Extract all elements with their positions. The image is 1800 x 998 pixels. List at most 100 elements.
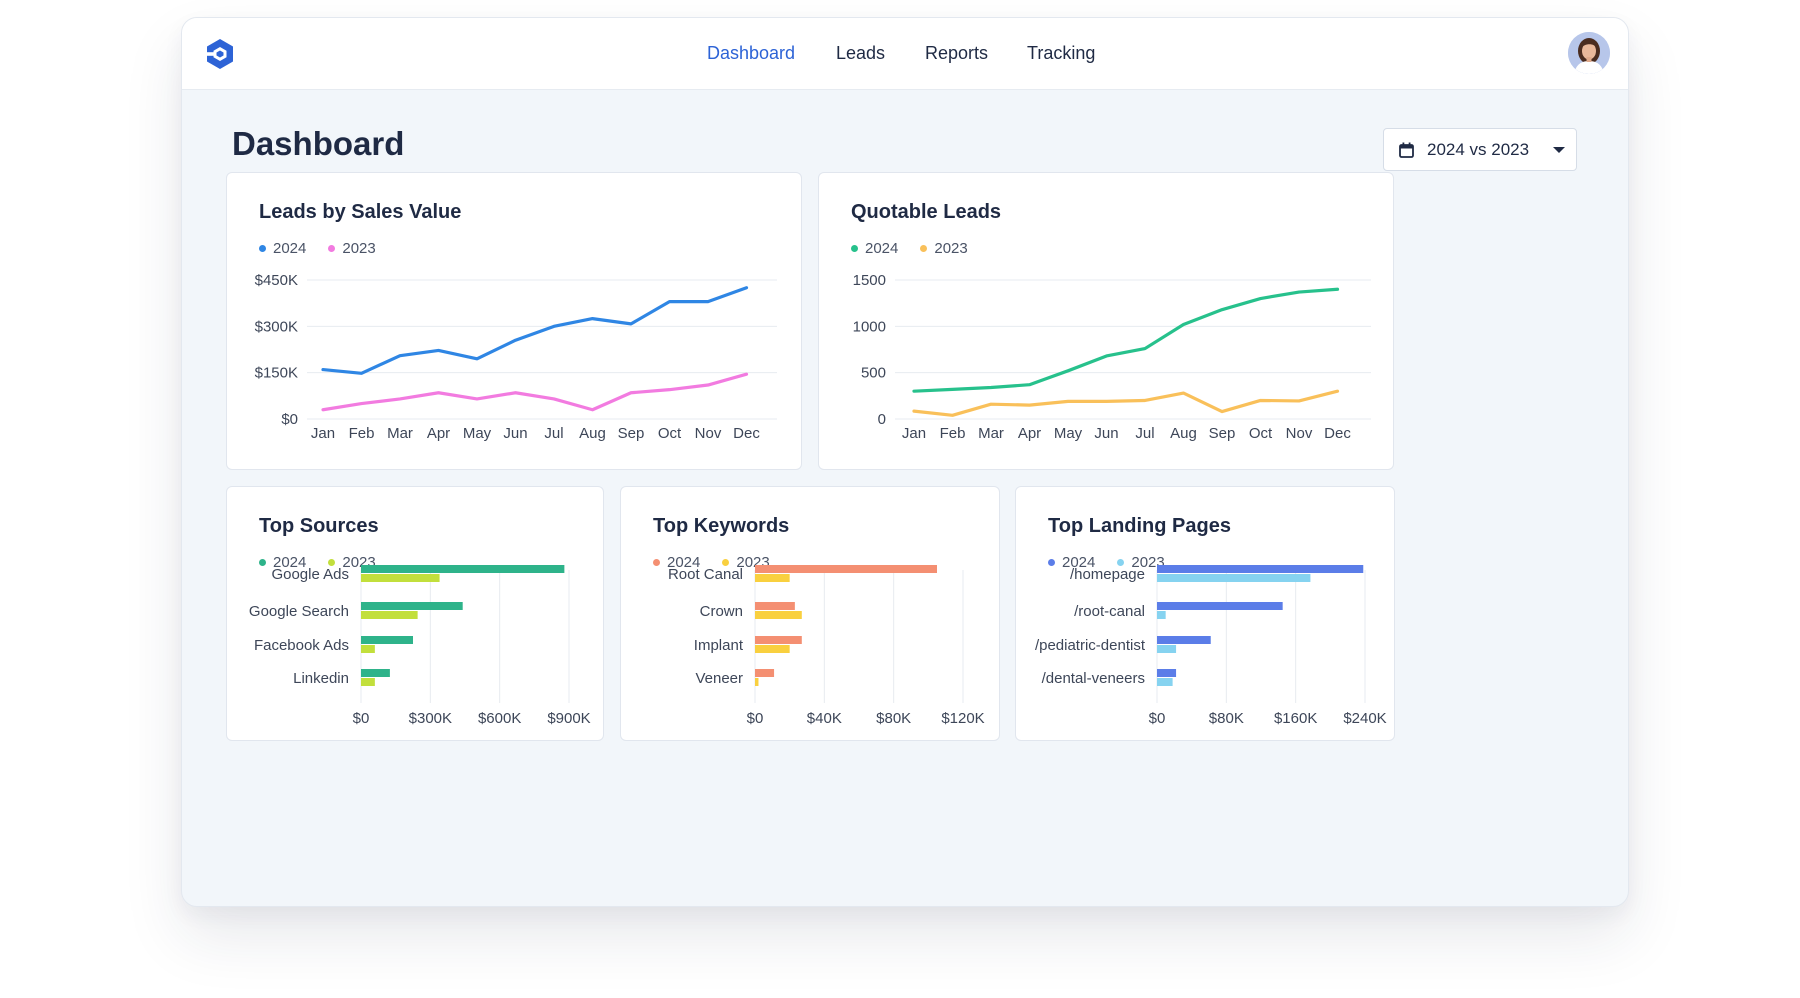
legend-item-2023: 2023 — [328, 240, 376, 257]
card-title: Top Sources — [259, 515, 379, 537]
bar-2023 — [1157, 645, 1177, 653]
chart-legend: 2024 2023 — [1048, 554, 1165, 571]
bar-chart-top-keywords: $0 $40K $80K $120K Root Canal Crown Implant Ven… — [668, 565, 985, 727]
x-tick-label: Oct — [658, 425, 682, 442]
x-tick-label: $160K — [1274, 710, 1317, 727]
chart-legend: 2024 2023 — [851, 240, 968, 257]
x-tick-label: $0 — [1149, 710, 1166, 727]
legend-label: 2023 — [1131, 554, 1165, 571]
card-quotable-leads: Quotable Leads 2024 2023 0 500 1000 1500 Jan… — [818, 172, 1394, 470]
bar-2023 — [1157, 678, 1173, 686]
category-label: Linkedin — [293, 670, 349, 687]
line-chart-quotable-leads: 0 500 1000 1500 Jan Feb Mar Apr May Jun Jul Aug Sep O… — [853, 272, 1371, 442]
x-tick-label: $40K — [807, 710, 842, 727]
x-tick-label: Sep — [1209, 425, 1236, 442]
y-tick-label: 1500 — [853, 272, 886, 289]
y-tick-label: 0 — [878, 411, 886, 428]
x-tick-label: $0 — [747, 710, 764, 727]
card-top-keywords: Top Keywords 2024 2023 $0 $40K $80K $120K Ro… — [620, 486, 1000, 741]
nav-reports[interactable]: Reports — [925, 43, 989, 63]
category-label: Root Canal — [668, 566, 743, 583]
x-tick-label: Apr — [1018, 425, 1041, 442]
nav-leads[interactable]: Leads — [836, 43, 886, 63]
card-top-sources: Top Sources 2024 2023 $0 $300K $600K $900K G… — [226, 486, 604, 741]
calendar-icon — [1399, 142, 1414, 158]
bar-chart-top-landing-pages: $0 $80K $160K $240K/homepage/root-canal/ped… — [1035, 565, 1387, 727]
category-label: /pediatric-dentist — [1035, 637, 1146, 654]
series-line-2023 — [321, 372, 749, 412]
series-line-2024 — [321, 286, 749, 375]
legend-item-2024: 2024 — [259, 554, 306, 571]
bar-2024 — [361, 636, 413, 644]
x-tick-label: Oct — [1249, 425, 1273, 442]
bar-2023 — [755, 645, 790, 653]
bar-2023 — [361, 678, 375, 686]
bar-2024 — [755, 669, 775, 677]
nav-tracking[interactable]: Tracking — [1027, 43, 1096, 63]
x-tick-label: Feb — [349, 425, 375, 442]
chevron-down-icon — [1553, 147, 1565, 153]
x-tick-label: $0 — [353, 710, 370, 727]
x-tick-label: Nov — [695, 425, 722, 442]
x-tick-label: $80K — [876, 710, 911, 727]
x-tick-label: May — [463, 425, 492, 442]
x-tick-label: Jan — [311, 425, 335, 442]
x-tick-label: $240K — [1343, 710, 1386, 727]
nav-dashboard[interactable]: Dashboard — [707, 43, 796, 63]
card-title: Quotable Leads — [851, 201, 1002, 223]
legend-label: 2024 — [667, 554, 701, 571]
x-tick-label: Aug — [579, 425, 606, 442]
x-tick-label: May — [1054, 425, 1083, 442]
category-label: Implant — [694, 637, 744, 654]
x-tick-label: Feb — [940, 425, 966, 442]
category-label: Google Ads — [271, 566, 349, 583]
bar-2024 — [755, 636, 802, 644]
legend-item-2024: 2024 — [653, 554, 700, 571]
date-range-label: 2024 vs 2023 — [1427, 140, 1530, 159]
category-label: /homepage — [1070, 566, 1145, 583]
category-label: /dental-veneers — [1042, 670, 1145, 687]
x-tick-label: Dec — [733, 425, 760, 442]
bar-2024 — [361, 565, 565, 573]
bar-2024 — [755, 602, 795, 610]
bar-2024 — [1157, 636, 1211, 644]
category-label: Crown — [700, 603, 743, 620]
hexagon-logo-icon[interactable] — [205, 38, 235, 70]
x-tick-label: $120K — [941, 710, 984, 727]
x-tick-label: Jun — [1094, 425, 1118, 442]
date-range-dropdown[interactable]: 2024 vs 2023 — [1383, 128, 1577, 171]
category-label: Veneer — [695, 670, 743, 687]
legend-label: 2024 — [865, 240, 899, 257]
legend-label: 2023 — [342, 240, 376, 257]
legend-item-2024: 2024 — [851, 240, 898, 257]
x-tick-label: $300K — [409, 710, 452, 727]
legend-label: 2024 — [273, 240, 307, 257]
legend-item-2023: 2023 — [920, 240, 968, 257]
x-tick-label: Jul — [544, 425, 563, 442]
x-tick-label: Sep — [618, 425, 645, 442]
y-tick-label: $150K — [255, 365, 298, 382]
user-avatar[interactable] — [1568, 32, 1610, 74]
card-title: Top Landing Pages — [1048, 515, 1231, 537]
category-label: Google Search — [249, 603, 349, 620]
bar-2023 — [1157, 574, 1311, 582]
bar-2023 — [361, 574, 440, 582]
card-title: Top Keywords — [653, 515, 790, 537]
x-tick-label: Jul — [1135, 425, 1154, 442]
x-tick-label: Apr — [427, 425, 450, 442]
y-tick-label: $450K — [255, 272, 298, 289]
legend-item-2024: 2024 — [1048, 554, 1095, 571]
x-tick-label: Dec — [1324, 425, 1351, 442]
card-top-landing-pages: Top Landing Pages 2024 2023 $0 $80K $160K $… — [1015, 486, 1395, 741]
y-tick-label: $300K — [255, 318, 298, 335]
bar-2024 — [361, 669, 390, 677]
bar-2023 — [361, 645, 375, 653]
x-tick-label: Nov — [1286, 425, 1313, 442]
category-label: Facebook Ads — [254, 637, 349, 654]
y-tick-label: 500 — [861, 365, 886, 382]
y-tick-label: $0 — [281, 411, 298, 428]
legend-label: 2023 — [934, 240, 968, 257]
y-tick-label: 1000 — [853, 318, 886, 335]
bar-2023 — [361, 611, 418, 619]
legend-label: 2024 — [273, 554, 307, 571]
